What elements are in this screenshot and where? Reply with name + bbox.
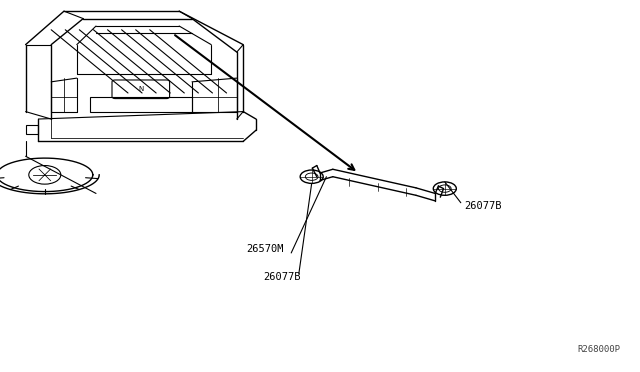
Text: R268000P: R268000P xyxy=(578,345,621,354)
Bar xyxy=(90,97,192,112)
Text: N: N xyxy=(138,86,143,92)
Text: 26570M: 26570M xyxy=(246,244,284,254)
Bar xyxy=(26,125,38,134)
Text: 26077B: 26077B xyxy=(263,272,300,282)
Text: 26077B: 26077B xyxy=(464,202,502,211)
